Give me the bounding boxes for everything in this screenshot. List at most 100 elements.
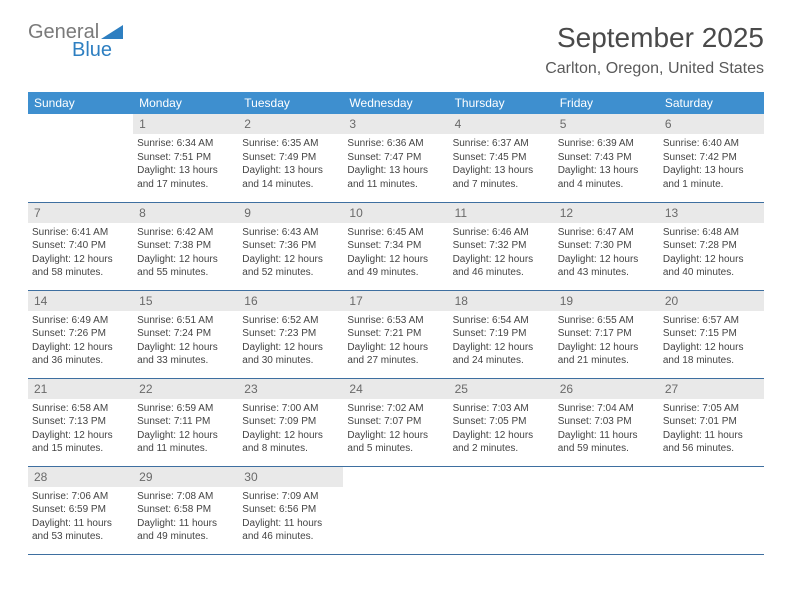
- daylight-text: and 27 minutes.: [347, 354, 444, 368]
- daylight-text: and 52 minutes.: [242, 266, 339, 280]
- sunset-text: Sunset: 7:19 PM: [453, 327, 550, 341]
- calendar-cell: 14Sunrise: 6:49 AMSunset: 7:26 PMDayligh…: [28, 290, 133, 378]
- sunset-text: Sunset: 7:23 PM: [242, 327, 339, 341]
- daylight-text: and 36 minutes.: [32, 354, 129, 368]
- daylight-text: Daylight: 12 hours: [137, 253, 234, 267]
- day-body: Sunrise: 6:34 AMSunset: 7:51 PMDaylight:…: [133, 134, 238, 196]
- daylight-text: and 46 minutes.: [242, 530, 339, 544]
- sunset-text: Sunset: 7:49 PM: [242, 151, 339, 165]
- calendar-cell: 26Sunrise: 7:04 AMSunset: 7:03 PMDayligh…: [554, 378, 659, 466]
- sunrise-text: Sunrise: 6:49 AM: [32, 314, 129, 328]
- daylight-text: Daylight: 12 hours: [242, 429, 339, 443]
- sunset-text: Sunset: 7:38 PM: [137, 239, 234, 253]
- daylight-text: Daylight: 12 hours: [453, 429, 550, 443]
- daylight-text: and 17 minutes.: [137, 178, 234, 192]
- sunrise-text: Sunrise: 6:52 AM: [242, 314, 339, 328]
- calendar-cell: 16Sunrise: 6:52 AMSunset: 7:23 PMDayligh…: [238, 290, 343, 378]
- calendar-row: 14Sunrise: 6:49 AMSunset: 7:26 PMDayligh…: [28, 290, 764, 378]
- day-number: 15: [133, 291, 238, 311]
- calendar-cell: [28, 114, 133, 202]
- calendar-cell: 30Sunrise: 7:09 AMSunset: 6:56 PMDayligh…: [238, 466, 343, 554]
- sunrise-text: Sunrise: 6:51 AM: [137, 314, 234, 328]
- day-number: 17: [343, 291, 448, 311]
- calendar-cell: 21Sunrise: 6:58 AMSunset: 7:13 PMDayligh…: [28, 378, 133, 466]
- day-number: 13: [659, 203, 764, 223]
- sunrise-text: Sunrise: 6:45 AM: [347, 226, 444, 240]
- sunrise-text: Sunrise: 6:59 AM: [137, 402, 234, 416]
- sunrise-text: Sunrise: 6:58 AM: [32, 402, 129, 416]
- sunrise-text: Sunrise: 6:48 AM: [663, 226, 760, 240]
- day-body: Sunrise: 7:09 AMSunset: 6:56 PMDaylight:…: [238, 487, 343, 549]
- day-body: Sunrise: 6:53 AMSunset: 7:21 PMDaylight:…: [343, 311, 448, 373]
- daylight-text: Daylight: 11 hours: [663, 429, 760, 443]
- daylight-text: and 4 minutes.: [558, 178, 655, 192]
- day-number: 22: [133, 379, 238, 399]
- sunset-text: Sunset: 7:30 PM: [558, 239, 655, 253]
- sunrise-text: Sunrise: 6:41 AM: [32, 226, 129, 240]
- daylight-text: and 46 minutes.: [453, 266, 550, 280]
- day-body: Sunrise: 6:47 AMSunset: 7:30 PMDaylight:…: [554, 223, 659, 285]
- sunrise-text: Sunrise: 6:43 AM: [242, 226, 339, 240]
- daylight-text: and 11 minutes.: [347, 178, 444, 192]
- weekday-header: Thursday: [449, 92, 554, 114]
- daylight-text: Daylight: 12 hours: [137, 341, 234, 355]
- daylight-text: Daylight: 12 hours: [347, 429, 444, 443]
- day-body: Sunrise: 7:06 AMSunset: 6:59 PMDaylight:…: [28, 487, 133, 549]
- weekday-header: Tuesday: [238, 92, 343, 114]
- daylight-text: Daylight: 12 hours: [347, 253, 444, 267]
- weekday-header: Monday: [133, 92, 238, 114]
- calendar-row: 1Sunrise: 6:34 AMSunset: 7:51 PMDaylight…: [28, 114, 764, 202]
- day-body: Sunrise: 6:40 AMSunset: 7:42 PMDaylight:…: [659, 134, 764, 196]
- daylight-text: and 49 minutes.: [347, 266, 444, 280]
- daylight-text: Daylight: 12 hours: [558, 253, 655, 267]
- calendar-cell: [449, 466, 554, 554]
- sunset-text: Sunset: 7:28 PM: [663, 239, 760, 253]
- day-number: 29: [133, 467, 238, 487]
- sunrise-text: Sunrise: 6:35 AM: [242, 137, 339, 151]
- daylight-text: and 55 minutes.: [137, 266, 234, 280]
- daylight-text: and 40 minutes.: [663, 266, 760, 280]
- day-body: Sunrise: 6:58 AMSunset: 7:13 PMDaylight:…: [28, 399, 133, 461]
- daylight-text: and 49 minutes.: [137, 530, 234, 544]
- daylight-text: and 1 minute.: [663, 178, 760, 192]
- daylight-text: Daylight: 13 hours: [242, 164, 339, 178]
- day-body: Sunrise: 6:54 AMSunset: 7:19 PMDaylight:…: [449, 311, 554, 373]
- sunset-text: Sunset: 7:36 PM: [242, 239, 339, 253]
- daylight-text: and 53 minutes.: [32, 530, 129, 544]
- day-body: Sunrise: 6:45 AMSunset: 7:34 PMDaylight:…: [343, 223, 448, 285]
- sunset-text: Sunset: 7:26 PM: [32, 327, 129, 341]
- sunrise-text: Sunrise: 6:42 AM: [137, 226, 234, 240]
- calendar-cell: [554, 466, 659, 554]
- calendar-cell: 17Sunrise: 6:53 AMSunset: 7:21 PMDayligh…: [343, 290, 448, 378]
- sunrise-text: Sunrise: 7:08 AM: [137, 490, 234, 504]
- day-number: 1: [133, 114, 238, 134]
- day-number: 24: [343, 379, 448, 399]
- weekday-header: Friday: [554, 92, 659, 114]
- logo-triangle-icon: [101, 25, 123, 39]
- day-number: 26: [554, 379, 659, 399]
- daylight-text: Daylight: 12 hours: [663, 341, 760, 355]
- sunset-text: Sunset: 7:17 PM: [558, 327, 655, 341]
- day-number: [449, 467, 554, 487]
- calendar-cell: 18Sunrise: 6:54 AMSunset: 7:19 PMDayligh…: [449, 290, 554, 378]
- sunset-text: Sunset: 7:43 PM: [558, 151, 655, 165]
- daylight-text: Daylight: 11 hours: [242, 517, 339, 531]
- daylight-text: and 56 minutes.: [663, 442, 760, 456]
- day-body: Sunrise: 7:04 AMSunset: 7:03 PMDaylight:…: [554, 399, 659, 461]
- day-number: [28, 114, 133, 134]
- calendar-table: SundayMondayTuesdayWednesdayThursdayFrid…: [28, 92, 764, 555]
- header-row: General Blue September 2025 Carlton, Ore…: [28, 22, 764, 78]
- daylight-text: Daylight: 12 hours: [32, 341, 129, 355]
- calendar-cell: 10Sunrise: 6:45 AMSunset: 7:34 PMDayligh…: [343, 202, 448, 290]
- daylight-text: and 15 minutes.: [32, 442, 129, 456]
- calendar-row: 7Sunrise: 6:41 AMSunset: 7:40 PMDaylight…: [28, 202, 764, 290]
- daylight-text: Daylight: 11 hours: [32, 517, 129, 531]
- sunset-text: Sunset: 7:21 PM: [347, 327, 444, 341]
- daylight-text: Daylight: 12 hours: [347, 341, 444, 355]
- day-number: 7: [28, 203, 133, 223]
- sunrise-text: Sunrise: 6:40 AM: [663, 137, 760, 151]
- sunset-text: Sunset: 7:09 PM: [242, 415, 339, 429]
- day-body: Sunrise: 7:00 AMSunset: 7:09 PMDaylight:…: [238, 399, 343, 461]
- calendar-cell: 3Sunrise: 6:36 AMSunset: 7:47 PMDaylight…: [343, 114, 448, 202]
- day-number: 11: [449, 203, 554, 223]
